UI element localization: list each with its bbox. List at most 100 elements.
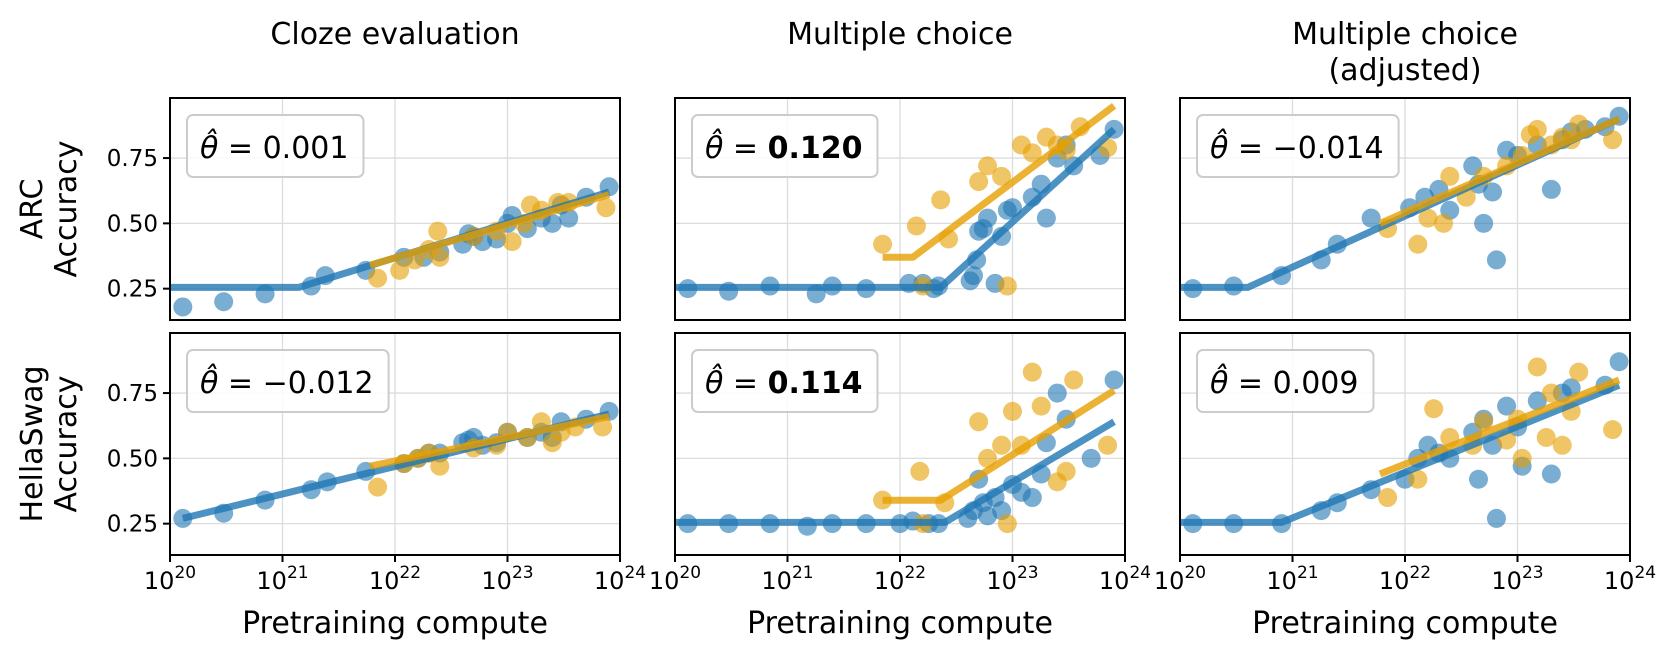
x-tick-exp: 23 xyxy=(512,563,534,583)
axes-frame xyxy=(674,97,1126,321)
axes-frame xyxy=(169,97,621,321)
series-orange xyxy=(873,117,1118,296)
data-point xyxy=(997,514,1017,534)
x-tick-base: 10 xyxy=(369,567,400,595)
theta-prefix: θ̂ = xyxy=(705,363,768,401)
x-tick-label: 1021 xyxy=(1266,563,1318,595)
fit-line-orange xyxy=(882,103,1117,261)
x-tick-base: 10 xyxy=(649,567,680,595)
data-point xyxy=(910,461,930,481)
x-tick-exp: 21 xyxy=(287,563,309,583)
x-axis-label: Pretraining compute xyxy=(747,606,1053,641)
column-title: Multiple choice xyxy=(1292,17,1518,52)
data-point xyxy=(992,166,1012,186)
x-tick-label: 1024 xyxy=(594,563,646,595)
data-point xyxy=(969,412,989,432)
data-point xyxy=(1474,213,1494,233)
data-point xyxy=(1527,119,1547,139)
data-point xyxy=(1512,448,1532,468)
data-point xyxy=(873,490,893,510)
data-point xyxy=(1056,461,1076,481)
x-axis-labels: Pretraining compute Pretraining compute Pr… xyxy=(242,606,1558,641)
fit-line-orange xyxy=(369,191,611,269)
data-point xyxy=(502,232,522,252)
theta-prefix: θ̂ = xyxy=(200,363,263,401)
x-tick-base: 10 xyxy=(1604,567,1635,595)
y-tick-label: 0.50 xyxy=(107,446,158,472)
x-tick-label: 1023 xyxy=(986,563,1038,595)
data-point xyxy=(1483,182,1503,202)
data-point xyxy=(1486,250,1506,270)
data-point xyxy=(1552,435,1572,455)
data-point xyxy=(1361,208,1381,228)
data-point xyxy=(390,260,410,280)
data-point xyxy=(1603,420,1623,440)
y-tick-label: 0.25 xyxy=(107,512,158,538)
fit-line-blue xyxy=(1180,381,1621,526)
data-point xyxy=(1541,383,1561,403)
data-point xyxy=(1408,234,1428,254)
data-point xyxy=(978,208,998,228)
data-point xyxy=(1022,488,1042,508)
panel-0-0: θ̂ = 0.001 0.25 0.50 0.75 xyxy=(107,97,621,321)
theta-label: θ̂ = −0.014 xyxy=(1210,128,1384,166)
theta-box xyxy=(186,114,365,178)
fit-line-orange xyxy=(1378,115,1621,227)
data-point xyxy=(1440,166,1460,186)
theta-prefix: θ̂ = xyxy=(200,128,263,166)
x-tick-label: 1022 xyxy=(874,563,926,595)
x-tick-base: 10 xyxy=(874,567,905,595)
y-tick-label: 0.75 xyxy=(107,146,158,172)
fit-line-orange xyxy=(882,387,1116,504)
theta-value: 0.009 xyxy=(1273,366,1359,401)
x-tick-label: 1021 xyxy=(761,563,813,595)
fit-line-orange xyxy=(1378,376,1621,478)
column-title: (adjusted) xyxy=(1328,53,1481,88)
data-point xyxy=(1569,114,1589,134)
panel-0-1: θ̂ = 0.120 xyxy=(674,97,1126,321)
data-point xyxy=(559,208,579,228)
data-point xyxy=(368,268,388,288)
theta-label: θ̂ = −0.012 xyxy=(200,363,374,401)
x-tick-exp: 23 xyxy=(1522,563,1544,583)
data-point xyxy=(1474,412,1494,432)
theta-prefix: θ̂ = xyxy=(705,128,768,166)
theta-annotation: θ̂ = −0.014 xyxy=(1196,114,1400,178)
x-tick-label: 1022 xyxy=(369,563,421,595)
row-label: Accuracy xyxy=(49,141,84,278)
x-tick-base: 10 xyxy=(986,567,1017,595)
data-point xyxy=(1022,143,1042,163)
theta-prefix: θ̂ = xyxy=(1210,363,1273,401)
data-point xyxy=(368,477,388,497)
y-tick-label: 0.25 xyxy=(107,277,158,303)
x-tick-label: 1023 xyxy=(481,563,533,595)
y-tick-label: 0.75 xyxy=(107,381,158,407)
theta-annotation: θ̂ = 0.114 xyxy=(691,349,879,413)
theta-box xyxy=(186,349,390,413)
series-orange xyxy=(873,362,1118,534)
x-tick-base: 10 xyxy=(1379,567,1410,595)
fit-line-blue xyxy=(675,418,1116,526)
data-point xyxy=(963,266,983,286)
data-point xyxy=(1104,370,1124,390)
data-point xyxy=(1497,396,1517,416)
theta-label: θ̂ = 0.114 xyxy=(705,363,862,401)
data-point xyxy=(430,247,450,267)
x-tick-exp: 22 xyxy=(904,563,926,583)
x-tick-base: 10 xyxy=(594,567,625,595)
data-point xyxy=(1036,208,1056,228)
data-point xyxy=(906,216,926,236)
theta-label: θ̂ = 0.009 xyxy=(1210,363,1358,401)
x-tick-label: 1020 xyxy=(649,563,701,595)
x-tick-base: 10 xyxy=(1154,567,1185,595)
data-point xyxy=(1561,378,1581,398)
data-point xyxy=(992,435,1012,455)
x-tick-exp: 23 xyxy=(1017,563,1039,583)
row-label: HellaSwag xyxy=(15,365,50,522)
data-point xyxy=(1536,427,1556,447)
data-point xyxy=(542,213,562,233)
theta-annotation: θ̂ = −0.012 xyxy=(186,349,390,413)
